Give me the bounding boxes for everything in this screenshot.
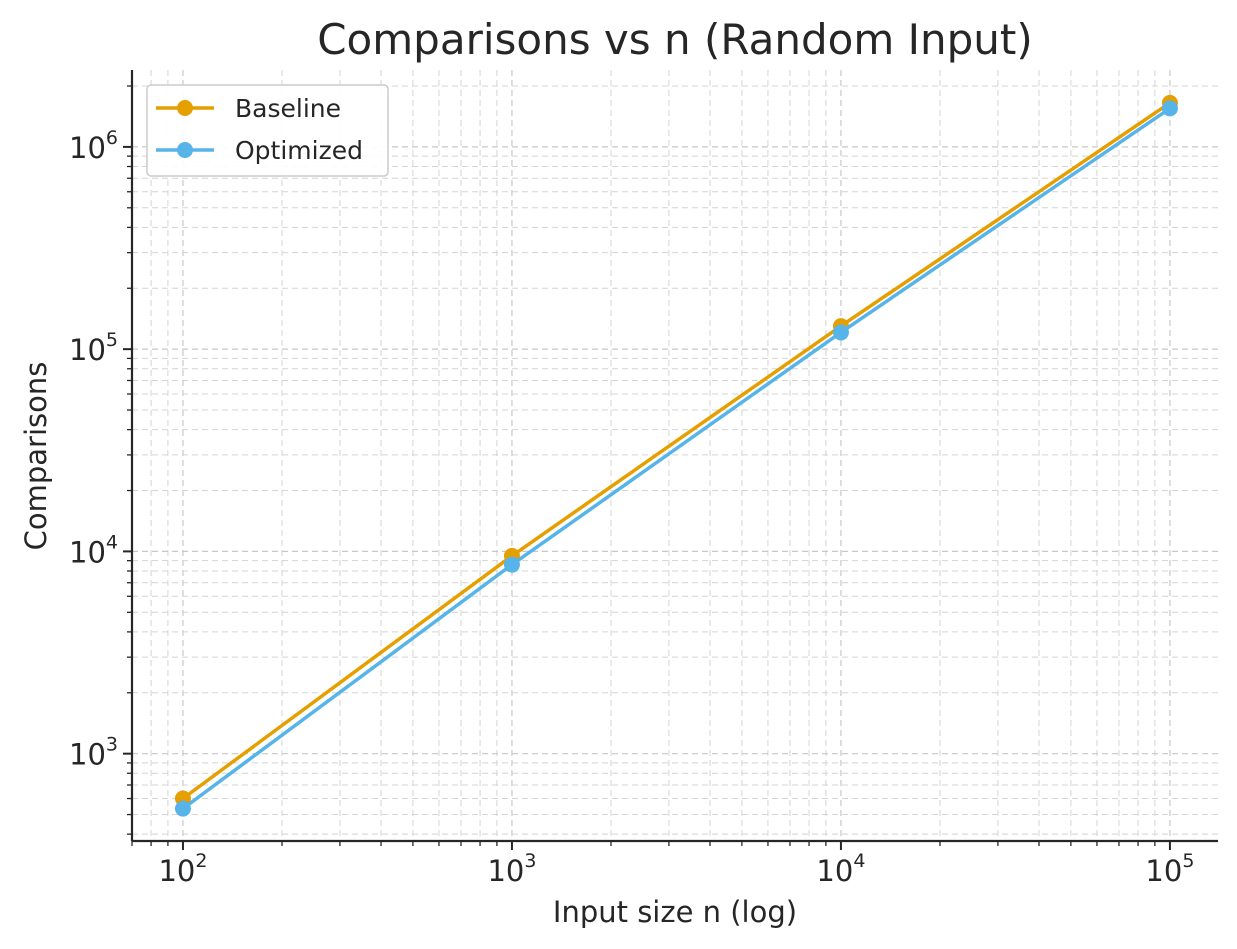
y-tick-label-base: 10	[69, 131, 106, 165]
y-tick-label: 105	[69, 329, 118, 367]
series-line-baseline	[181, 101, 1171, 800]
legend: Baseline Optimized	[146, 84, 389, 177]
y-tick-label-exp: 5	[106, 329, 118, 351]
y-axis-label: Comparisons	[19, 362, 53, 551]
data-point-optimized	[832, 324, 849, 341]
data-point-optimized	[503, 556, 520, 573]
y-tick-label-base: 10	[69, 333, 106, 367]
y-tick-label: 104	[69, 531, 118, 569]
x-tick-label-exp: 2	[195, 850, 207, 872]
x-tick-label: 102	[158, 850, 207, 888]
legend-marker-optimized	[177, 142, 193, 158]
grid	[131, 70, 1218, 841]
x-tick-label: 105	[1145, 850, 1194, 888]
x-axis-label: Input size n (log)	[553, 895, 797, 929]
y-tick-label-exp: 4	[106, 531, 118, 553]
series-line-optimized	[181, 106, 1171, 811]
y-tick-label: 106	[69, 127, 118, 165]
legend-label-baseline: Baseline	[235, 94, 341, 123]
y-tick-label-exp: 3	[106, 734, 118, 756]
data-point-optimized	[174, 800, 191, 817]
y-tick-label-base: 10	[69, 738, 106, 772]
x-tick-label-base: 10	[816, 854, 853, 888]
y-tick-label-base: 10	[69, 535, 106, 569]
series-layer	[174, 94, 1178, 817]
x-tick-label-base: 10	[1145, 854, 1182, 888]
legend-marker-baseline	[177, 100, 193, 116]
x-tick-label-exp: 3	[524, 850, 536, 872]
data-point-optimized	[1161, 100, 1178, 117]
x-tick-label-base: 10	[487, 854, 524, 888]
legend-label-optimized: Optimized	[235, 136, 363, 165]
y-tick-label: 103	[69, 734, 118, 772]
y-tick-label-exp: 6	[106, 127, 118, 149]
chart-title: Comparisons vs n (Random Input)	[317, 15, 1033, 64]
x-tick-label-exp: 5	[1182, 850, 1194, 872]
x-tick-label-base: 10	[158, 854, 195, 888]
x-tick-label: 103	[487, 850, 536, 888]
x-tick-label: 104	[816, 850, 865, 888]
x-tick-label-exp: 4	[853, 850, 865, 872]
